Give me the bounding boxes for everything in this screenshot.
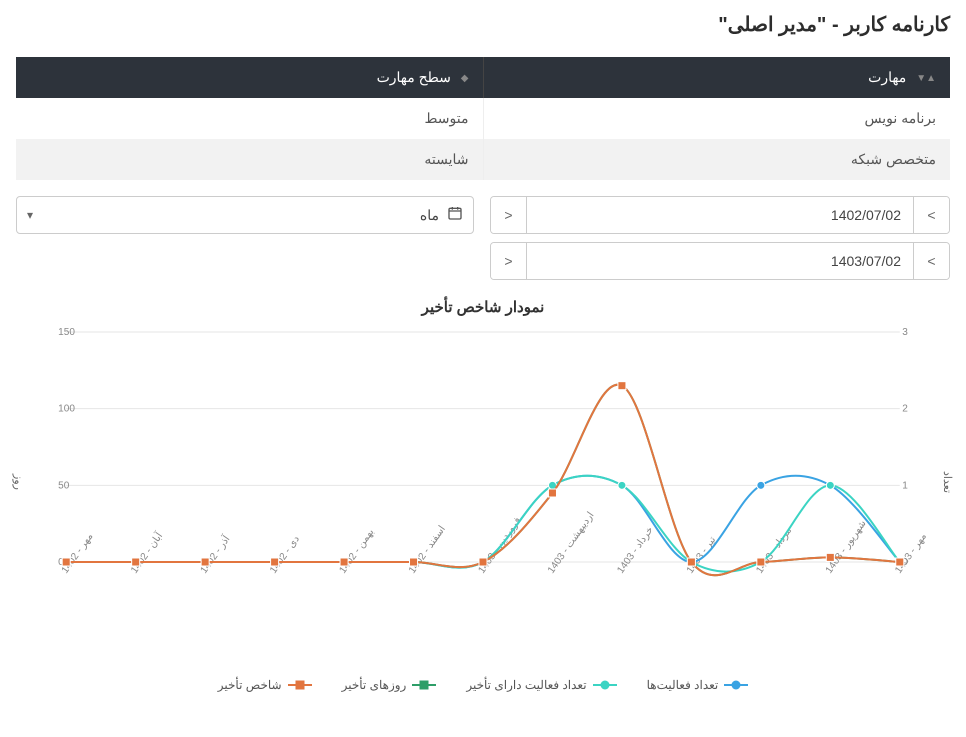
svg-text:100: 100 bbox=[58, 404, 75, 415]
legend-item[interactable]: شاخص تأخیر bbox=[218, 678, 312, 692]
svg-text:50: 50 bbox=[58, 480, 70, 491]
legend-item[interactable]: تعداد فعالیت‌ها bbox=[647, 678, 749, 692]
date-from-prev[interactable]: < bbox=[491, 197, 527, 233]
svg-text:خرداد - 1403: خرداد - 1403 bbox=[615, 525, 655, 576]
table-row: متخصص شبکهشایسته bbox=[16, 139, 950, 180]
level-cell: متوسط bbox=[16, 98, 483, 139]
legend-label: تعداد فعالیت‌ها bbox=[647, 678, 719, 692]
chart-title: نمودار شاخص تأخیر bbox=[16, 298, 950, 316]
granularity-value: ماه bbox=[33, 207, 439, 224]
legend-item[interactable]: روزهای تأخیر bbox=[342, 678, 437, 692]
legend-label: روزهای تأخیر bbox=[342, 678, 407, 692]
svg-text:آذر - 1402: آذر - 1402 bbox=[197, 532, 233, 576]
right-axis-label: تعداد bbox=[941, 471, 954, 493]
legend-item[interactable]: تعداد فعالیت دارای تأخیر bbox=[466, 678, 616, 692]
date-to-stepper[interactable]: > 1403/07/02 < bbox=[490, 242, 950, 280]
svg-text:دی - 1402: دی - 1402 bbox=[268, 534, 302, 576]
skill-cell: متخصص شبکه bbox=[483, 139, 950, 180]
svg-text:150: 150 bbox=[58, 327, 75, 338]
calendar-icon bbox=[447, 205, 463, 226]
date-to-prev[interactable]: < bbox=[491, 243, 527, 279]
legend-label: شاخص تأخیر bbox=[218, 678, 282, 692]
col-skill-header[interactable]: ▲▼ مهارت bbox=[483, 57, 950, 98]
page-title: کارنامه کاربر - "مدیر اصلی" bbox=[16, 12, 950, 37]
svg-text:3: 3 bbox=[902, 327, 908, 338]
svg-text:اسفند - 1402: اسفند - 1402 bbox=[407, 524, 448, 576]
skill-cell: برنامه نویس bbox=[483, 98, 950, 139]
svg-text:2: 2 bbox=[902, 404, 908, 415]
date-from-value[interactable]: 1402/07/02 bbox=[527, 197, 913, 233]
chevron-down-icon: ▾ bbox=[27, 208, 33, 222]
svg-text:1: 1 bbox=[902, 480, 908, 491]
table-row: برنامه نویسمتوسط bbox=[16, 98, 950, 139]
delay-chart: روز تعداد 0501001500123مهر - 1402آبان - … bbox=[16, 322, 950, 642]
sort-icon: ▲▼ bbox=[916, 73, 936, 84]
date-from-next[interactable]: > bbox=[913, 197, 949, 233]
date-to-value[interactable]: 1403/07/02 bbox=[527, 243, 913, 279]
chart-legend: تعداد فعالیت‌ها تعداد فعالیت دارای تأخیر ر… bbox=[16, 678, 950, 692]
svg-text:آبان - 1402: آبان - 1402 bbox=[127, 529, 165, 576]
legend-label: تعداد فعالیت دارای تأخیر bbox=[466, 678, 586, 692]
svg-text:مهر - 1402: مهر - 1402 bbox=[60, 531, 96, 575]
level-cell: شایسته bbox=[16, 139, 483, 180]
date-from-stepper[interactable]: > 1402/07/02 < bbox=[490, 196, 950, 234]
date-to-next[interactable]: > bbox=[913, 243, 949, 279]
left-axis-label: روز bbox=[12, 474, 25, 490]
skills-table: ▲▼ مهارت ◆ سطح مهارت برنامه نویسمتوسطمتخ… bbox=[16, 57, 950, 180]
sort-icon: ◆ bbox=[461, 73, 469, 84]
svg-text:اردیبهشت - 1403: اردیبهشت - 1403 bbox=[546, 510, 597, 576]
svg-text:بهمن - 1402: بهمن - 1402 bbox=[338, 527, 377, 576]
col-level-header[interactable]: ◆ سطح مهارت bbox=[16, 57, 483, 98]
svg-text:مهر - 1403: مهر - 1403 bbox=[893, 531, 929, 575]
svg-text:شهریور - 1403: شهریور - 1403 bbox=[824, 518, 869, 575]
granularity-select[interactable]: ماه ▾ bbox=[16, 196, 474, 234]
